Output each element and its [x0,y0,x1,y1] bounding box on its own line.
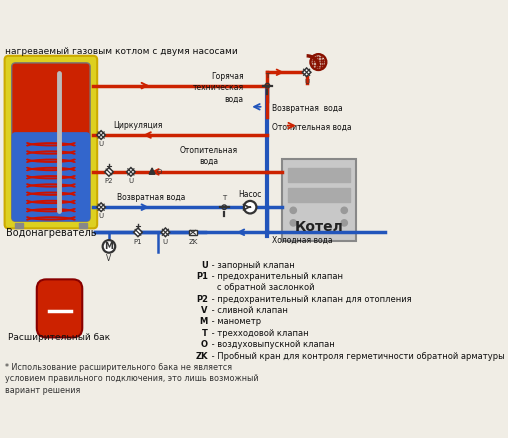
FancyBboxPatch shape [12,63,90,221]
Text: - Пробный кран для контроля герметичности обратной арматуры: - Пробный кран для контроля герметичност… [209,352,505,360]
Text: U: U [304,78,309,85]
Circle shape [290,220,296,226]
Polygon shape [302,68,311,77]
Text: - воздуховыпускной клапан: - воздуховыпускной клапан [209,340,335,349]
Text: Возвратная  вода: Возвратная вода [272,104,343,113]
Text: * Использование расширительного бака не является
условием правильного подключени: * Использование расширительного бака не … [5,363,258,395]
Circle shape [290,207,296,213]
Text: O: O [157,169,162,175]
Bar [188,230,197,235]
FancyBboxPatch shape [37,279,82,337]
Text: Котел: Котел [295,220,343,234]
Text: T: T [202,329,208,338]
Text: T: T [265,73,270,79]
Text: - трехходовой клапан: - трехходовой клапан [209,329,309,338]
Text: - запорный клапан: - запорный клапан [209,261,295,269]
Text: P1: P1 [134,239,142,244]
Text: - сливной клапан: - сливной клапан [209,306,288,315]
Bar [15,223,23,228]
Text: ZK: ZK [188,239,198,244]
Text: Отопительная
вода: Отопительная вода [179,146,238,166]
Circle shape [341,207,347,213]
Text: нагреваемый газовым котлом с двумя насосами: нагреваемый газовым котлом с двумя насос… [6,47,238,56]
Text: Возвратная вода: Возвратная вода [117,193,185,202]
Text: - предохранительный клапан: - предохранительный клапан [209,272,343,281]
Polygon shape [105,168,113,176]
Polygon shape [97,131,106,139]
Text: M: M [105,242,113,251]
Text: V: V [106,254,112,263]
Text: Горячая
техническая
вода: Горячая техническая вода [193,72,244,103]
Text: Отопительная вода: Отопительная вода [272,123,352,131]
Circle shape [103,240,115,253]
Text: T: T [222,195,227,201]
FancyBboxPatch shape [5,56,97,228]
Text: Расширительный бак: Расширительный бак [9,333,111,343]
Text: Циркуляция: Циркуляция [113,120,162,130]
Bar [79,223,87,228]
Text: - манометр: - манометр [209,318,262,326]
Text: O: O [201,340,208,349]
Text: V: V [201,306,208,315]
Bar [288,168,350,182]
Polygon shape [97,203,106,212]
Bar [288,188,350,202]
Text: Насос: Насос [238,191,262,199]
Text: U: U [129,178,134,184]
Text: P2: P2 [196,295,208,304]
Text: U: U [99,213,104,219]
Text: Холодная вода: Холодная вода [272,236,333,244]
Text: P1: P1 [196,272,208,281]
FancyBboxPatch shape [12,132,90,221]
Polygon shape [161,228,170,237]
Text: U: U [163,239,168,244]
Text: Водонагреватель: Водонагреватель [6,228,96,237]
Text: с обратной заслонкой: с обратной заслонкой [209,283,315,292]
Text: M: M [200,318,208,326]
Text: U: U [99,141,104,147]
Text: U: U [201,261,208,269]
Circle shape [341,220,347,226]
Text: P2: P2 [105,178,113,184]
Circle shape [244,201,257,213]
Text: ZK: ZK [195,352,208,360]
Polygon shape [134,228,142,237]
FancyBboxPatch shape [281,159,356,241]
Text: - предохранительный клапан для отопления: - предохранительный клапан для отопления [209,295,412,304]
Polygon shape [149,168,155,174]
Polygon shape [126,168,135,176]
